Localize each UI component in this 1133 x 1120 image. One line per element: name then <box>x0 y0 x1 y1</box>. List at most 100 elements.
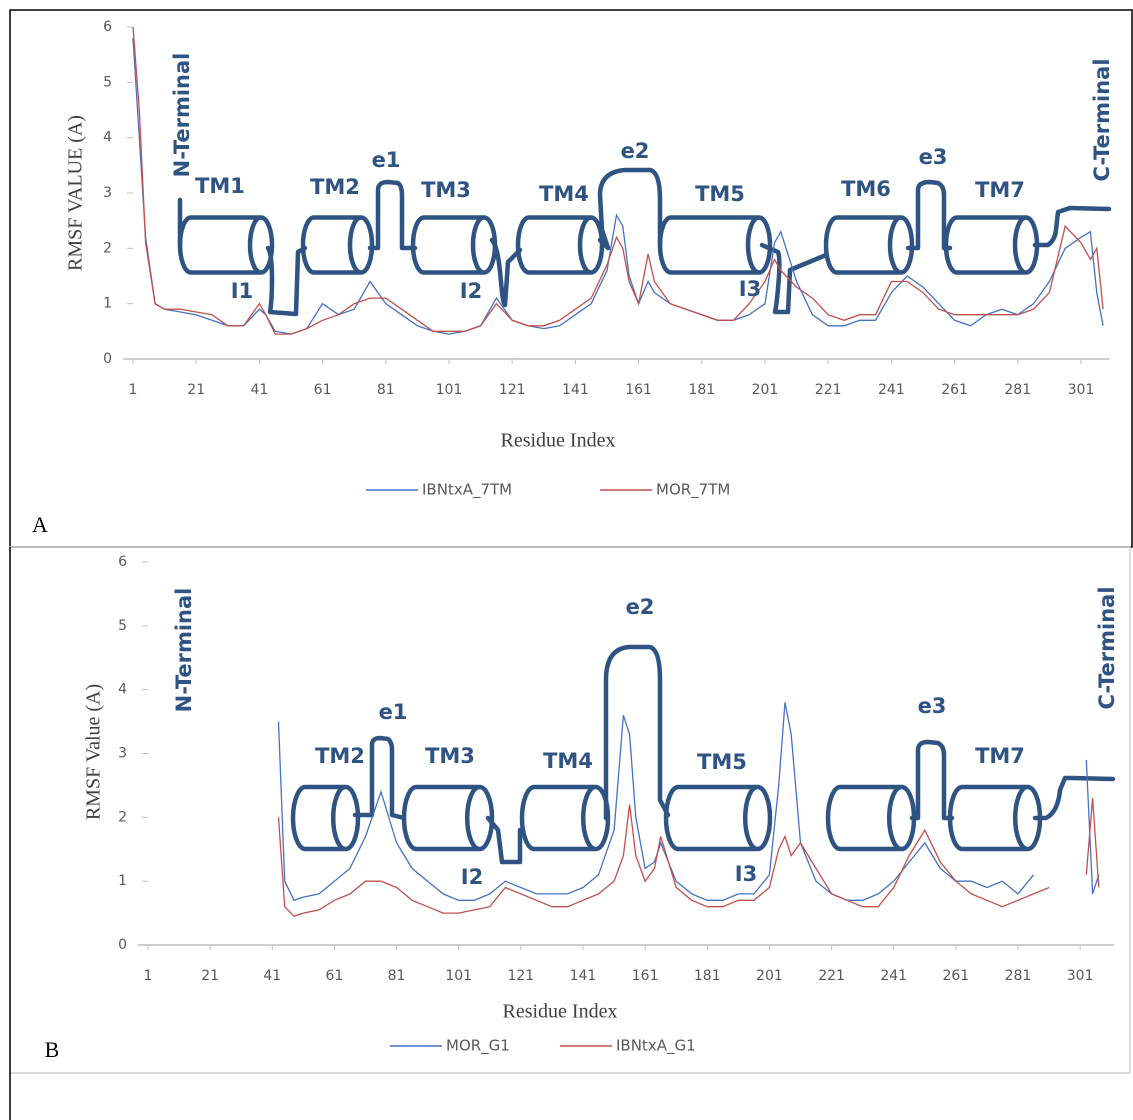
series-line <box>132 38 1104 335</box>
helix-cylinder <box>947 784 1043 852</box>
legend-label: IBNtxA_G1 <box>616 1037 696 1056</box>
annotation: e3 <box>919 145 948 169</box>
y-tick-label: 4 <box>118 682 127 698</box>
annotation: TM5 <box>695 182 745 206</box>
y-tick-label: 5 <box>118 618 127 634</box>
x-tick-label: 161 <box>625 382 652 398</box>
helix-cylinder <box>177 215 275 275</box>
y-tick-label: 6 <box>103 19 112 35</box>
y-tick-label: 0 <box>118 937 127 953</box>
annotation: TM7 <box>975 744 1025 768</box>
y-tick-label: 5 <box>103 74 112 90</box>
annotation: I1 <box>231 279 253 303</box>
x-tick-label: 21 <box>201 968 219 984</box>
annotation: TM2 <box>315 744 365 768</box>
x-tick-label: 81 <box>377 382 395 398</box>
x-tick-label: 121 <box>499 382 526 398</box>
helix-cylinder <box>290 784 361 852</box>
x-tick-label: 101 <box>436 382 463 398</box>
y-tick-label: 3 <box>103 185 112 201</box>
helix-cylinder <box>300 215 375 275</box>
annotation: TM3 <box>425 744 475 768</box>
loop-path <box>177 167 1112 317</box>
annotation: C-Terminal <box>1095 586 1119 709</box>
legend-label: MOR_G1 <box>446 1037 510 1056</box>
annotation: I3 <box>739 277 761 301</box>
helix-cylinder <box>410 215 498 275</box>
annotation: TM7 <box>975 178 1025 202</box>
y-tick-label: 3 <box>118 746 127 762</box>
y-axis-title: RMSF Value (A) <box>83 684 105 820</box>
helix-cylinder <box>657 215 773 275</box>
x-tick-label: 281 <box>1004 382 1031 398</box>
x-tick-label: 261 <box>941 382 968 398</box>
annotation: e1 <box>379 700 408 724</box>
x-tick-label: 101 <box>445 968 472 984</box>
helix-cylinder <box>823 215 915 275</box>
panel-label: B <box>45 1037 60 1062</box>
x-tick-label: 161 <box>632 968 659 984</box>
x-tick-label: 301 <box>1067 968 1094 984</box>
x-tick-label: 201 <box>756 968 783 984</box>
x-tick-label: 221 <box>818 968 845 984</box>
annotation: I2 <box>460 279 482 303</box>
helix-cylinder <box>825 784 917 852</box>
helix-cylinder <box>519 784 611 852</box>
x-tick-label: 241 <box>880 968 907 984</box>
y-tick-label: 4 <box>103 130 112 146</box>
x-axis-title: Residue Index <box>501 430 616 452</box>
annotation: N-Terminal <box>172 588 196 713</box>
x-tick-label: 261 <box>942 968 969 984</box>
helix-cylinder <box>663 784 773 852</box>
legend-label: MOR_7TM <box>656 481 730 500</box>
annotation: TM4 <box>543 749 593 773</box>
x-tick-label: 301 <box>1068 382 1095 398</box>
annotation: TM4 <box>539 182 589 206</box>
panel-label: A <box>32 512 48 537</box>
y-tick-label: 6 <box>118 554 127 570</box>
y-axis-title: RMSF VALUE (A) <box>65 115 87 271</box>
x-tick-label: 141 <box>562 382 589 398</box>
annotation: TM6 <box>841 177 891 201</box>
x-tick-label: 61 <box>326 968 344 984</box>
x-tick-label: 201 <box>752 382 779 398</box>
x-tick-label: 21 <box>187 382 205 398</box>
x-tick-label: 1 <box>129 382 138 398</box>
annotation: e3 <box>918 694 947 718</box>
x-tick-label: 41 <box>263 968 281 984</box>
y-tick-label: 2 <box>103 240 112 256</box>
x-tick-label: 141 <box>570 968 597 984</box>
annotation: TM3 <box>421 178 471 202</box>
x-tick-label: 241 <box>878 382 905 398</box>
helix-cylinder <box>943 215 1040 275</box>
annotation: I3 <box>735 862 757 886</box>
x-axis-title: Residue Index <box>503 1001 618 1023</box>
x-tick-label: 221 <box>815 382 842 398</box>
series-line <box>132 26 1104 335</box>
y-tick-label: 1 <box>103 296 112 312</box>
x-tick-label: 121 <box>507 968 534 984</box>
annotation: e2 <box>626 595 655 619</box>
annotation: e2 <box>621 139 650 163</box>
helix-cylinder <box>401 784 495 852</box>
x-tick-label: 1 <box>144 968 153 984</box>
x-tick-label: 61 <box>314 382 332 398</box>
legend-label: IBNtxA_7TM <box>422 481 512 500</box>
annotation: N-Terminal <box>170 53 194 178</box>
annotation: TM1 <box>195 174 245 198</box>
annotation: TM2 <box>310 175 360 199</box>
annotation: C-Terminal <box>1090 58 1114 181</box>
series-line <box>277 702 1100 902</box>
loop-path <box>352 644 1116 865</box>
x-tick-label: 181 <box>688 382 715 398</box>
x-tick-label: 81 <box>388 968 406 984</box>
series-line <box>277 798 1100 918</box>
helix-cylinder <box>515 215 605 275</box>
annotation: TM5 <box>697 750 747 774</box>
x-tick-label: 281 <box>1005 968 1032 984</box>
y-tick-label: 0 <box>103 351 112 367</box>
y-tick-label: 1 <box>118 873 127 889</box>
annotation: e1 <box>372 148 401 172</box>
x-tick-label: 41 <box>250 382 268 398</box>
